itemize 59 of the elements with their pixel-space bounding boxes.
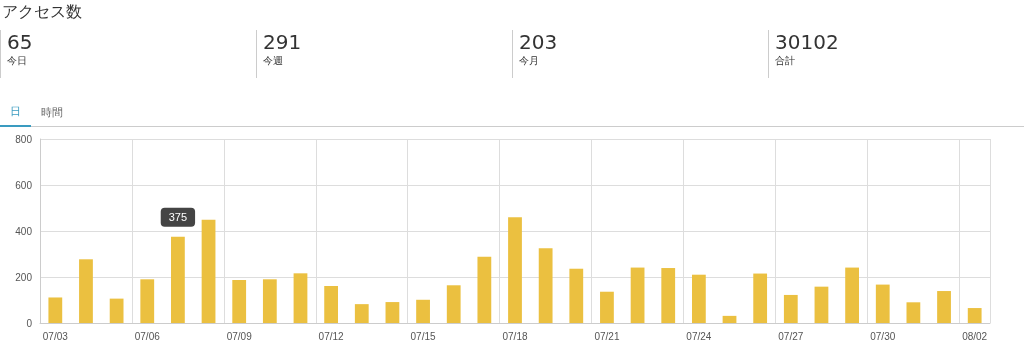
bar <box>967 308 982 323</box>
x-tick-label: 07/18 <box>502 330 528 342</box>
chart-title: アクセス数 <box>1 1 83 23</box>
bar <box>661 268 676 323</box>
bar <box>875 284 890 323</box>
bar <box>814 286 829 323</box>
bar <box>538 248 553 323</box>
bar <box>783 294 798 323</box>
bar <box>140 279 155 323</box>
bar <box>171 236 185 323</box>
text: 今日 <box>7 54 28 68</box>
bar <box>232 279 247 323</box>
text: 日 <box>0 97 31 127</box>
text: 時間 <box>40 104 64 121</box>
bar <box>600 291 614 323</box>
bar <box>446 285 461 323</box>
text: 今月 <box>519 54 540 68</box>
x-tick-label: 07/09 <box>226 330 253 342</box>
x-tick-label: 07/06 <box>134 330 161 342</box>
x-tick-label: 07/12 <box>318 330 345 342</box>
bar <box>79 259 93 323</box>
bar <box>906 302 921 323</box>
text: 今週 <box>263 54 284 68</box>
bar <box>293 273 308 323</box>
bar <box>262 279 277 323</box>
text: 65 <box>7 30 34 54</box>
bar <box>477 256 492 323</box>
x-tick-label: 08/02 <box>962 330 988 342</box>
bar <box>722 315 737 323</box>
bar <box>508 217 522 323</box>
x-tick-label: 07/15 <box>410 330 437 342</box>
bar <box>385 302 400 323</box>
text: 203 <box>519 30 559 54</box>
x-tick-label: 07/03 <box>42 330 69 342</box>
y-tick-label: 200 <box>15 271 33 283</box>
y-tick-label: 800 <box>15 133 33 145</box>
text: 合計 <box>775 54 796 68</box>
bar <box>48 297 63 323</box>
text: 30102 <box>775 30 840 54</box>
bar <box>691 274 706 323</box>
bar <box>753 273 768 323</box>
bar <box>569 268 584 323</box>
bar <box>354 304 369 323</box>
x-tick-label: 07/27 <box>778 330 804 342</box>
bar <box>324 285 339 323</box>
bar <box>937 291 951 323</box>
bar <box>630 267 645 323</box>
x-tick-label: 07/24 <box>686 330 712 342</box>
y-tick-label: 0 <box>26 317 33 329</box>
y-tick-label: 600 <box>15 179 33 191</box>
bar <box>201 219 216 323</box>
bar <box>845 267 859 323</box>
data-label: 375 <box>168 211 188 224</box>
bar <box>416 299 430 323</box>
y-tick-label: 400 <box>15 225 33 237</box>
x-tick-label: 07/30 <box>870 330 896 342</box>
bar <box>109 298 124 323</box>
text: 291 <box>263 30 303 54</box>
x-tick-label: 07/21 <box>594 330 620 342</box>
